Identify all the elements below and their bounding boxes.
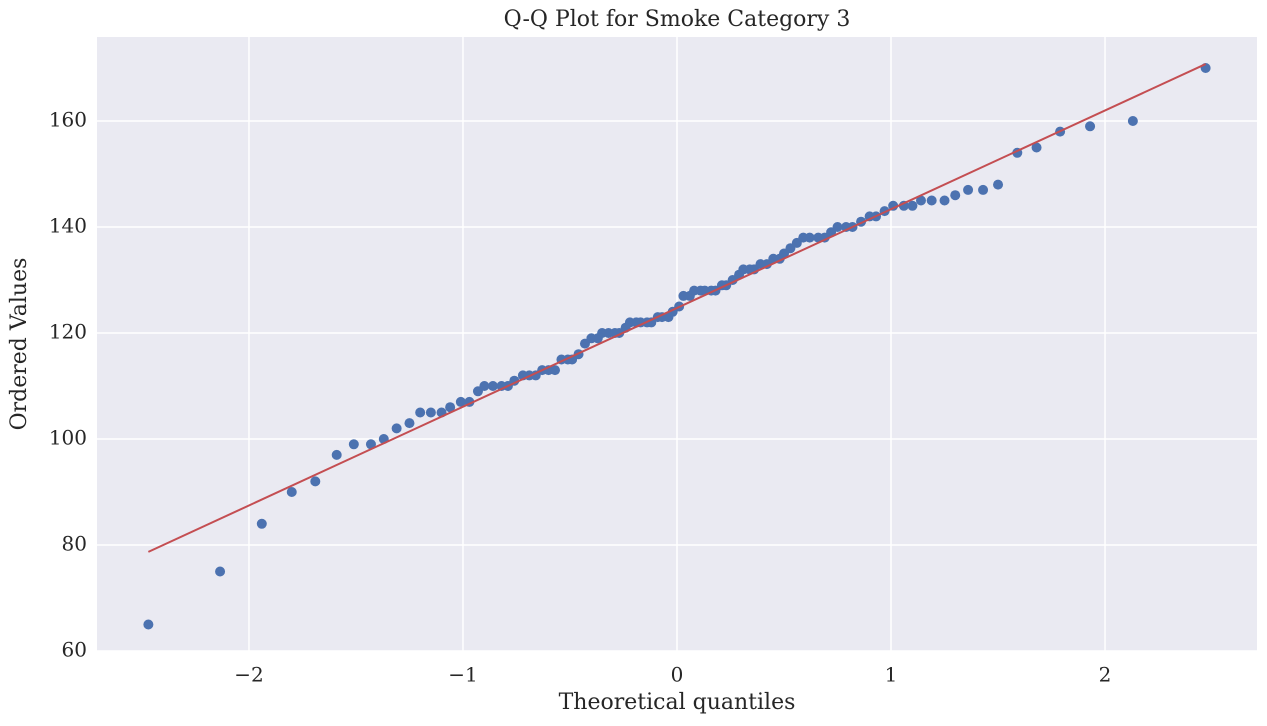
point — [804, 232, 815, 243]
y-tick-label: 160 — [49, 108, 87, 132]
grid — [97, 37, 1257, 652]
x-tick-label: −2 — [234, 663, 263, 687]
point — [391, 423, 402, 434]
point — [550, 365, 561, 376]
x-tick-label: 2 — [1099, 663, 1112, 687]
point — [1085, 121, 1096, 132]
point — [425, 407, 436, 418]
point — [415, 407, 426, 418]
point — [926, 195, 937, 206]
y-tick-label: 100 — [49, 426, 87, 450]
point — [256, 518, 267, 529]
point — [286, 487, 297, 498]
fit-line — [147, 63, 1207, 553]
point — [445, 402, 456, 413]
point — [479, 381, 490, 392]
point — [907, 200, 918, 211]
point — [939, 195, 950, 206]
chart-title: Q-Q Plot for Smoke Category 3 — [504, 7, 851, 32]
y-axis-label: Ordered Values — [7, 258, 32, 431]
y-tick-label: 120 — [49, 320, 87, 344]
point — [832, 222, 843, 233]
point — [915, 195, 926, 206]
point — [487, 381, 498, 392]
point — [215, 566, 226, 577]
point — [978, 184, 989, 195]
point — [963, 184, 974, 195]
point — [310, 476, 321, 487]
y-tick-label: 140 — [49, 214, 87, 238]
point — [898, 200, 909, 211]
point — [348, 439, 359, 450]
point — [143, 619, 154, 630]
x-tick-label: 0 — [671, 663, 684, 687]
point — [455, 396, 466, 407]
y-tick-label: 80 — [62, 532, 87, 556]
point — [404, 418, 415, 429]
y-tick-label: 60 — [62, 638, 87, 662]
point — [1031, 142, 1042, 153]
point — [1127, 116, 1138, 127]
x-tick-label: 1 — [885, 663, 898, 687]
x-tick-label: −1 — [448, 663, 477, 687]
x-axis-label: Theoretical quantiles — [559, 690, 796, 715]
marks — [143, 63, 1211, 630]
point — [365, 439, 376, 450]
point — [331, 449, 342, 460]
point — [950, 190, 961, 201]
point — [993, 179, 1004, 190]
